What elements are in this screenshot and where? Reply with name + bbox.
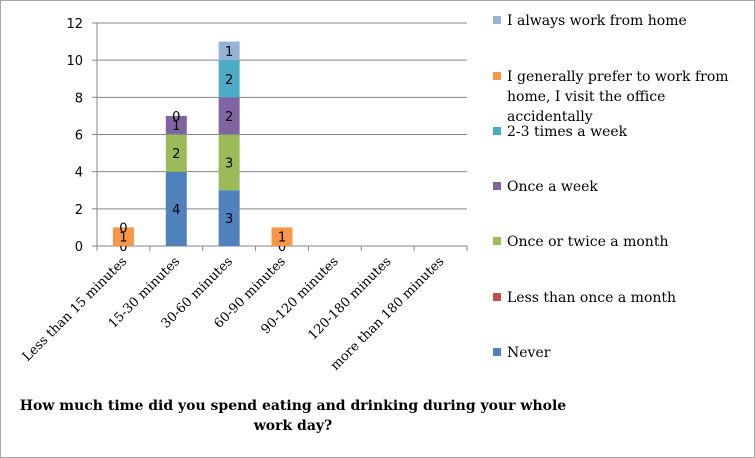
bar-segment	[165, 171, 187, 246]
data-label: 1	[119, 231, 127, 246]
data-label: 2	[172, 147, 180, 162]
data-label: 4	[172, 203, 180, 218]
x-axis-title: How much time did you spend eating and d…	[19, 398, 567, 434]
bar-segment	[218, 41, 240, 61]
legend-swatch	[493, 182, 501, 190]
data-label: 3	[225, 212, 233, 227]
legend-label: I always work from home	[507, 13, 687, 29]
y-tick-label: 6	[75, 129, 83, 144]
legend-label: Once a week	[507, 179, 598, 195]
y-tick-label: 12	[66, 17, 83, 32]
legend-swatch	[493, 72, 501, 80]
legend-swatch	[493, 293, 501, 301]
legend-label: Never	[507, 345, 551, 361]
bar-segment	[112, 227, 134, 246]
data-label: 0	[278, 240, 286, 255]
data-label: 0	[119, 221, 127, 236]
data-label: 1	[172, 119, 180, 134]
y-tick-label: 4	[75, 166, 83, 181]
bar-segment	[218, 134, 240, 191]
data-label: 2	[225, 73, 233, 88]
bar-segment	[165, 134, 187, 172]
y-tick-label: 0	[75, 240, 83, 255]
legend-swatch	[493, 348, 501, 356]
data-label: 0	[119, 240, 127, 255]
chart-legend: I always work from home I generally prefe…	[493, 1, 753, 381]
data-label: 0	[172, 110, 180, 125]
data-label: 2	[225, 110, 233, 125]
legend-label: 2-3 times a week	[507, 124, 628, 140]
legend-swatch	[493, 127, 501, 135]
legend-swatch	[493, 237, 501, 245]
bar-segment	[218, 190, 240, 246]
data-label: 1	[225, 45, 233, 60]
bar-segment	[218, 60, 240, 98]
y-tick-label: 8	[75, 91, 83, 106]
data-label: 3	[225, 156, 233, 171]
legend-label: I generally prefer to work from home, I …	[507, 69, 729, 125]
data-label: 1	[278, 231, 286, 246]
bar-segment	[218, 97, 240, 135]
y-tick-label: 10	[66, 54, 83, 69]
x-category-label: Less than 15 minutes	[20, 254, 130, 364]
legend-swatch	[493, 16, 501, 24]
legend-label: Less than once a month	[507, 290, 677, 306]
x-category-label: more than 180 minutes	[328, 254, 447, 373]
bar-segment	[165, 115, 187, 135]
bar-segment	[271, 227, 293, 246]
y-tick-label: 2	[75, 203, 83, 218]
legend-label: Once or twice a month	[507, 234, 669, 250]
